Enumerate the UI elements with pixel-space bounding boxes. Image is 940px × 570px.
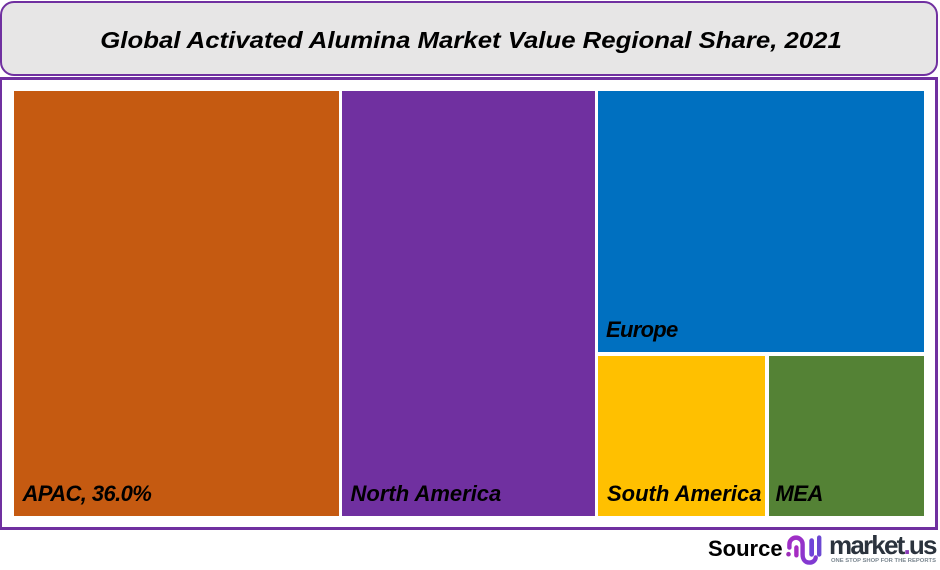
svg-text:ONE STOP SHOP FOR THE REPORTS: ONE STOP SHOP FOR THE REPORTS — [831, 558, 936, 564]
